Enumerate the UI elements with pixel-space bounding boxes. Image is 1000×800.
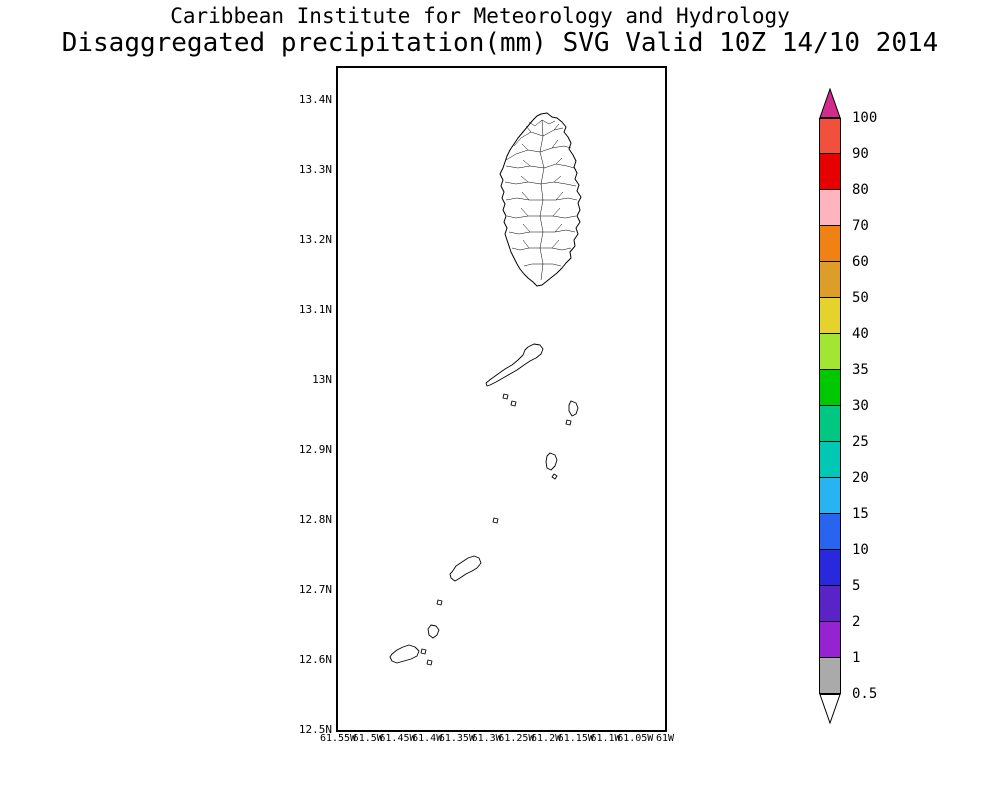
title-block: Caribbean Institute for Meteorology and …: [0, 4, 1000, 58]
colorbar-label: 30: [852, 398, 869, 414]
x-axis-label: 61.35W: [438, 733, 475, 744]
title-line-2: Disaggregated precipitation(mm) SVG Vali…: [61, 28, 939, 58]
islet: [551, 473, 558, 480]
y-axis-label: 12.7N: [298, 583, 332, 596]
islet: [510, 400, 517, 407]
islet: [426, 659, 433, 666]
colorbar-band: [819, 118, 841, 154]
colorbar-bottom-arrow: [819, 694, 841, 724]
colorbar-band: [819, 549, 841, 586]
x-axis-label: 61.05W: [617, 733, 654, 744]
mustique-island: [545, 452, 558, 471]
islet: [436, 599, 443, 606]
x-axis-label: 61.25W: [498, 733, 535, 744]
colorbar-top-arrow: [819, 88, 841, 118]
map-svg: [389, 112, 582, 666]
colorbar-band: [819, 657, 841, 694]
colorbar-band: [819, 153, 841, 190]
x-axis-label: 61.45W: [379, 733, 416, 744]
x-axis-label: 61.55W: [319, 733, 357, 744]
colorbar-band: [819, 513, 841, 550]
colorbar: 100 90 80 70 60 50 40 35 30 25 20 15 10 5 2 1 0.5: [819, 88, 909, 724]
colorbar-label: 50: [852, 290, 869, 306]
mayreau-island: [427, 624, 440, 639]
colorbar-band: [819, 261, 841, 298]
colorbar-label: 20: [852, 470, 869, 486]
colorbar-band: [819, 441, 841, 478]
bequia-island: [485, 343, 544, 387]
y-axis-label: 13N: [312, 373, 332, 386]
colorbar-band: [819, 477, 841, 514]
colorbar-band: [819, 405, 841, 442]
colorbar-band: [819, 189, 841, 226]
islet: [565, 419, 572, 426]
colorbar-band: [819, 621, 841, 658]
grenadines-islands: [389, 343, 579, 666]
st-vincent-island: [499, 112, 582, 287]
islet: [420, 648, 427, 655]
y-axis-label: 13.3N: [298, 163, 332, 176]
colorbar-label: 5: [852, 578, 861, 594]
x-axis-label: 61.15W: [557, 733, 594, 744]
colorbar-label: 2: [852, 614, 861, 630]
battowia-island: [568, 400, 579, 417]
colorbar-band: [819, 585, 841, 622]
plot-area: 13.4N 13.3N 13.2N 13.1N 13N 12.9N 12.8N 12.7N 12…: [299, 66, 674, 744]
colorbar-band: [819, 333, 841, 370]
y-axis-label: 13.2N: [298, 233, 332, 246]
canouan-island: [449, 555, 482, 582]
y-axis-label: 12.9N: [298, 443, 332, 456]
x-axis-label: 61.1W: [590, 733, 621, 744]
x-axis-label: 61.5W: [352, 733, 383, 744]
y-axis-label: 13.4N: [298, 93, 332, 106]
colorbar-label: 100: [852, 110, 878, 126]
islet: [502, 393, 509, 400]
drainage-lines: [504, 119, 578, 281]
colorbar-label: 60: [852, 254, 869, 270]
colorbar-band: [819, 225, 841, 262]
colorbar-label: 0.5: [852, 686, 878, 702]
colorbar-label: 35: [852, 362, 869, 378]
plot-frame: [336, 66, 667, 732]
colorbar-label: 40: [852, 326, 869, 342]
islet: [492, 517, 499, 524]
colorbar-label: 1: [852, 650, 861, 666]
bottom-arrow-shape: [819, 694, 841, 724]
colorbar-label: 10: [852, 542, 869, 558]
colorbar-label: 15: [852, 506, 869, 522]
y-axis-label: 12.8N: [298, 513, 332, 526]
y-axis-label: 12.6N: [298, 653, 332, 666]
y-axis-label: 13.1N: [298, 303, 332, 316]
y-axis-label: 12.5N: [298, 723, 332, 736]
colorbar-band: [819, 369, 841, 406]
colorbar-label: 25: [852, 434, 869, 450]
colorbar-label: 70: [852, 218, 869, 234]
colorbar-band: [819, 297, 841, 334]
top-arrow-shape: [819, 88, 841, 118]
x-axis-label: 61W: [655, 733, 675, 744]
colorbar-label: 80: [852, 182, 869, 198]
x-axis-label: 61.3W: [471, 733, 502, 744]
colorbar-bands: [819, 118, 841, 694]
x-axis-label: 61.4W: [412, 733, 443, 744]
colorbar-label: 90: [852, 146, 869, 162]
x-axis-label: 61.2W: [531, 733, 562, 744]
title-line-1: Caribbean Institute for Meteorology and …: [170, 4, 790, 28]
union-island: [389, 644, 420, 664]
